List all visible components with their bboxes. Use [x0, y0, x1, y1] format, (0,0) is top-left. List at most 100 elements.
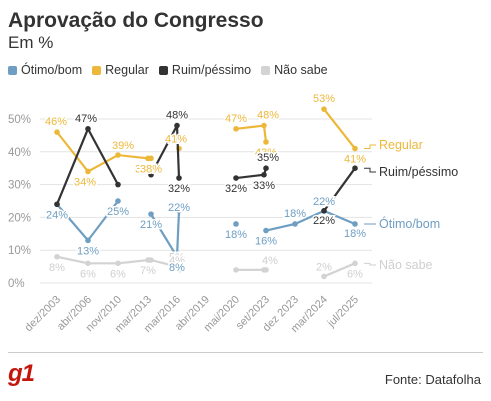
data-point-nao-sabe	[352, 260, 358, 267]
data-label-otimo-bom: 22%	[313, 196, 335, 208]
legend-swatch-otimo-bom	[8, 65, 17, 75]
data-label-nao-sabe: 7%	[140, 265, 156, 277]
y-tick-label: 40%	[8, 147, 31, 159]
data-point-regular	[115, 152, 121, 158]
data-point-ruim-pessimo	[115, 181, 121, 188]
data-label-regular: 34%	[74, 176, 96, 188]
data-label-ruim-pessimo: 22%	[313, 215, 335, 227]
data-label-ruim-pessimo: 47%	[75, 113, 97, 125]
data-point-nao-sabe	[54, 253, 60, 260]
data-point-ruim-pessimo	[263, 165, 269, 171]
chart-legend: Ótimo/bom Regular Ruim/péssimo Não sabe	[8, 63, 328, 77]
chart-subtitle: Em %	[8, 33, 54, 52]
y-tick-label: 30%	[8, 180, 31, 192]
data-point-regular	[148, 155, 154, 162]
data-point-ruim-pessimo	[174, 122, 180, 129]
legend-label-nao-sabe: Não sabe	[274, 63, 328, 77]
end-label-otimo-bom: Ótimo/bom	[379, 216, 440, 231]
data-point-nao-sabe	[233, 267, 239, 273]
series-regular	[54, 106, 358, 175]
data-label-otimo-bom: 18%	[225, 229, 247, 241]
data-label-regular: 43%	[255, 147, 277, 159]
data-point-otimo-bom	[292, 221, 298, 227]
data-label-nao-sabe: 6%	[80, 268, 96, 280]
data-label-otimo-bom: 16%	[255, 236, 277, 248]
y-tick-label: 0%	[8, 278, 25, 290]
data-labels: 8%6% 6% 7%5%4% 4%2%6%24%13%25%21%8%22%18%16…	[43, 92, 367, 282]
data-label-otimo-bom: 8%	[169, 262, 185, 274]
end-connector-regular	[364, 144, 376, 150]
legend-item-ruim-pessimo: Ruim/péssimo	[158, 63, 252, 77]
data-point-otimo-bom	[115, 198, 121, 204]
legend-item-regular: Regular	[92, 63, 149, 77]
data-label-otimo-bom: 18%	[344, 228, 366, 240]
series-line-nao-sabe	[56, 255, 356, 278]
data-point-regular	[233, 126, 239, 132]
end-label-nao-sabe: Não sabe	[379, 258, 433, 272]
end-labels: Ótimo/bom Regular Ruim/péssimo Não sabe	[364, 138, 458, 272]
data-point-nao-sabe	[176, 267, 182, 273]
data-label-regular: 46%	[45, 116, 67, 128]
legend-label-ruim-pessimo: Ruim/péssimo	[171, 63, 252, 77]
data-point-ruim-pessimo	[261, 171, 267, 178]
legend-swatch-nao-sabe	[261, 65, 271, 75]
data-label-regular: 38%	[140, 163, 162, 175]
data-label-ruim-pessimo: 35%	[257, 152, 279, 164]
data-point-otimo-bom	[174, 253, 180, 260]
data-label-ruim-pessimo: 32%	[168, 183, 190, 195]
data-point-nao-sabe	[85, 260, 91, 267]
data-label-nao-sabe: 6%	[347, 268, 363, 280]
data-point-otimo-bom	[263, 227, 269, 234]
data-point-ruim-pessimo	[321, 208, 327, 214]
line-chart: 0% 10% 20% 30% 40% 50% dez/2003abr/2006nov/201…	[8, 92, 458, 335]
data-label-otimo-bom: 18%	[284, 208, 306, 220]
chart-title: Aprovação do Congresso	[8, 9, 264, 32]
y-tick-label: 10%	[8, 245, 31, 257]
data-point-otimo-bom	[233, 221, 239, 227]
series-ruim-pessimo	[54, 122, 358, 214]
end-label-ruim-pessimo: Ruim/péssimo	[379, 165, 458, 179]
data-point-nao-sabe	[148, 257, 154, 263]
data-label-regular: 39%	[112, 140, 134, 152]
y-tick-label: 50%	[8, 114, 31, 126]
data-label-nao-sabe: 2%	[316, 261, 332, 273]
data-point-regular	[54, 129, 60, 135]
legend-label-otimo-bom: Ótimo/bom	[21, 63, 83, 77]
data-label-otimo-bom: 21%	[140, 219, 162, 231]
legend-label-regular: Regular	[105, 63, 149, 77]
data-point-regular	[261, 122, 267, 129]
data-point-otimo-bom	[85, 237, 91, 244]
data-point-nao-sabe	[321, 273, 327, 280]
data-label-nao-sabe: 4%	[169, 255, 185, 267]
data-label-otimo-bom: 13%	[77, 245, 99, 257]
x-tick-label: jul/2025	[325, 294, 361, 330]
data-label-nao-sabe: 8%	[49, 262, 65, 274]
x-tick-label: dez/2003	[23, 294, 63, 334]
legend-swatch-regular	[92, 65, 102, 75]
data-point-ruim-pessimo	[352, 165, 358, 171]
y-tick-label: 20%	[8, 212, 31, 224]
data-label-nao-sabe: 4%	[262, 255, 278, 267]
data-label-regular: 38%	[135, 163, 157, 175]
source-note: Fonte: Datafolha	[384, 372, 481, 387]
data-label-regular: 41%	[165, 134, 187, 146]
data-label-ruim-pessimo: 33%	[253, 180, 275, 192]
series-otimo-bom	[54, 198, 358, 260]
data-point-otimo-bom	[352, 221, 358, 227]
data-point-otimo-bom	[148, 211, 154, 217]
end-connector-ruim-pessimo	[364, 167, 376, 173]
data-point-otimo-bom	[176, 208, 182, 214]
data-label-ruim-pessimo: 32%	[225, 183, 247, 195]
series-line-ruim-pessimo	[55, 124, 356, 212]
data-label-nao-sabe: 5%	[169, 252, 185, 264]
data-point-regular	[85, 168, 91, 175]
data-label-regular: 53%	[313, 93, 335, 105]
data-label-otimo-bom: 25%	[107, 206, 129, 218]
data-point-regular	[321, 106, 327, 112]
data-point-ruim-pessimo	[54, 201, 60, 208]
data-label-ruim-pessimo: 48%	[166, 110, 188, 122]
data-point-ruim-pessimo	[176, 175, 182, 181]
legend-item-nao-sabe: Não sabe	[261, 63, 328, 77]
data-label-otimo-bom: 22%	[168, 202, 190, 214]
x-axis: dez/2003abr/2006nov/2010mar/2013mar/2016…	[23, 294, 361, 335]
